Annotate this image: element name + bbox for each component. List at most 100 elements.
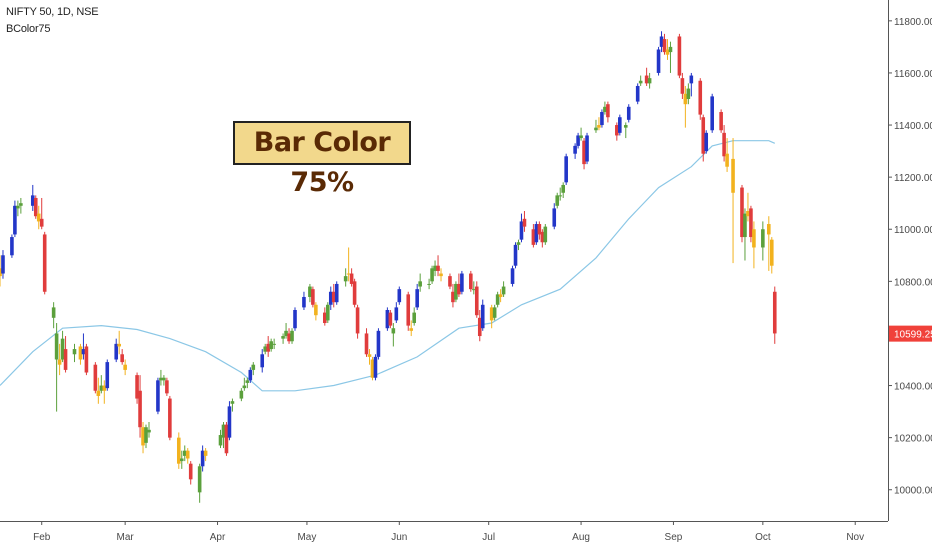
- candle-body: [290, 330, 294, 342]
- candle: [54, 323, 59, 412]
- candle: [761, 221, 765, 261]
- candle-body: [412, 312, 417, 324]
- candle-body: [543, 226, 548, 243]
- candle: [287, 328, 291, 344]
- candle-body: [1, 255, 5, 274]
- candle: [543, 224, 548, 245]
- candle-body: [743, 213, 747, 238]
- candle-body: [367, 354, 372, 357]
- x-tick-label: Aug: [572, 532, 590, 543]
- candle-body: [224, 424, 229, 454]
- candle: [367, 349, 372, 365]
- x-tick-label: Sep: [665, 532, 683, 543]
- candle: [325, 302, 330, 324]
- candle: [349, 268, 354, 287]
- candle-body: [406, 294, 411, 326]
- candle-body: [182, 450, 187, 456]
- candle: [513, 242, 518, 269]
- candle-body: [433, 265, 437, 271]
- candle-body: [680, 78, 685, 94]
- candle-body: [260, 354, 265, 368]
- bar-color-banner: Bar Color 75%: [233, 121, 411, 198]
- candle: [454, 281, 458, 303]
- candle-body: [579, 135, 583, 139]
- candle: [618, 114, 622, 136]
- candle-body: [477, 317, 482, 337]
- indicator-legend[interactable]: BColor75: [6, 23, 51, 35]
- x-tick-label: Oct: [755, 532, 771, 543]
- candle: [373, 354, 378, 381]
- candle: [102, 380, 107, 404]
- candle-body: [683, 93, 688, 105]
- candle: [427, 278, 431, 290]
- candle-body: [323, 312, 327, 324]
- candle-body: [501, 286, 506, 295]
- candle-body: [430, 268, 434, 282]
- candle: [537, 221, 542, 240]
- candle: [138, 375, 142, 438]
- candle-body: [188, 463, 193, 480]
- candle-body: [710, 96, 714, 131]
- candle: [346, 247, 351, 282]
- candle-body: [585, 135, 589, 162]
- price-tag: [889, 325, 932, 342]
- candle-body: [200, 450, 205, 467]
- candle: [185, 448, 190, 464]
- candle: [498, 289, 503, 303]
- candle-body: [376, 330, 381, 357]
- candle-body: [144, 427, 148, 443]
- y-tick-label: 11200.00: [894, 173, 932, 184]
- candle-body: [197, 466, 202, 493]
- candle: [302, 291, 306, 310]
- candle-body: [72, 349, 77, 355]
- candle: [477, 309, 482, 342]
- candle: [439, 268, 443, 282]
- candle: [680, 72, 685, 99]
- candle: [84, 343, 89, 376]
- candle: [141, 422, 145, 454]
- y-tick-label: 10200.00: [894, 434, 932, 445]
- candle: [558, 187, 563, 201]
- candle-body: [540, 231, 545, 243]
- candle: [501, 281, 506, 297]
- candle: [331, 283, 336, 308]
- candle: [269, 338, 273, 352]
- candle: [564, 153, 568, 185]
- candle-body: [364, 333, 369, 355]
- candle-body: [644, 75, 649, 84]
- candle: [162, 375, 166, 386]
- y-tick-label: 11400.00: [894, 121, 932, 132]
- candle-body: [308, 286, 312, 297]
- candle-body: [638, 80, 643, 84]
- symbol-legend[interactable]: NIFTY 50, 1D, NSE: [6, 6, 99, 18]
- candle: [433, 260, 437, 277]
- candle-body: [123, 364, 127, 370]
- candle: [36, 205, 41, 230]
- candle: [230, 398, 235, 412]
- candle-body: [39, 218, 44, 227]
- candle: [370, 356, 375, 381]
- candle: [13, 200, 17, 238]
- candle-body: [623, 125, 628, 128]
- candle: [644, 67, 649, 86]
- candle: [397, 286, 402, 305]
- candle-body: [772, 291, 777, 334]
- candle-body: [725, 153, 729, 167]
- candle-body: [57, 359, 62, 365]
- candle: [552, 203, 557, 230]
- candle: [147, 422, 151, 438]
- candle-body: [162, 377, 166, 381]
- candle: [60, 330, 65, 363]
- candle-body: [96, 390, 101, 396]
- candle: [227, 401, 232, 441]
- candle: [263, 343, 268, 355]
- candle: [561, 182, 565, 198]
- candle-body: [606, 104, 610, 118]
- candle: [251, 362, 256, 376]
- candle-body: [522, 218, 527, 227]
- candle-body: [555, 195, 560, 206]
- candle: [156, 377, 160, 415]
- candle-body: [647, 78, 652, 84]
- x-tick-label: Jul: [482, 532, 495, 543]
